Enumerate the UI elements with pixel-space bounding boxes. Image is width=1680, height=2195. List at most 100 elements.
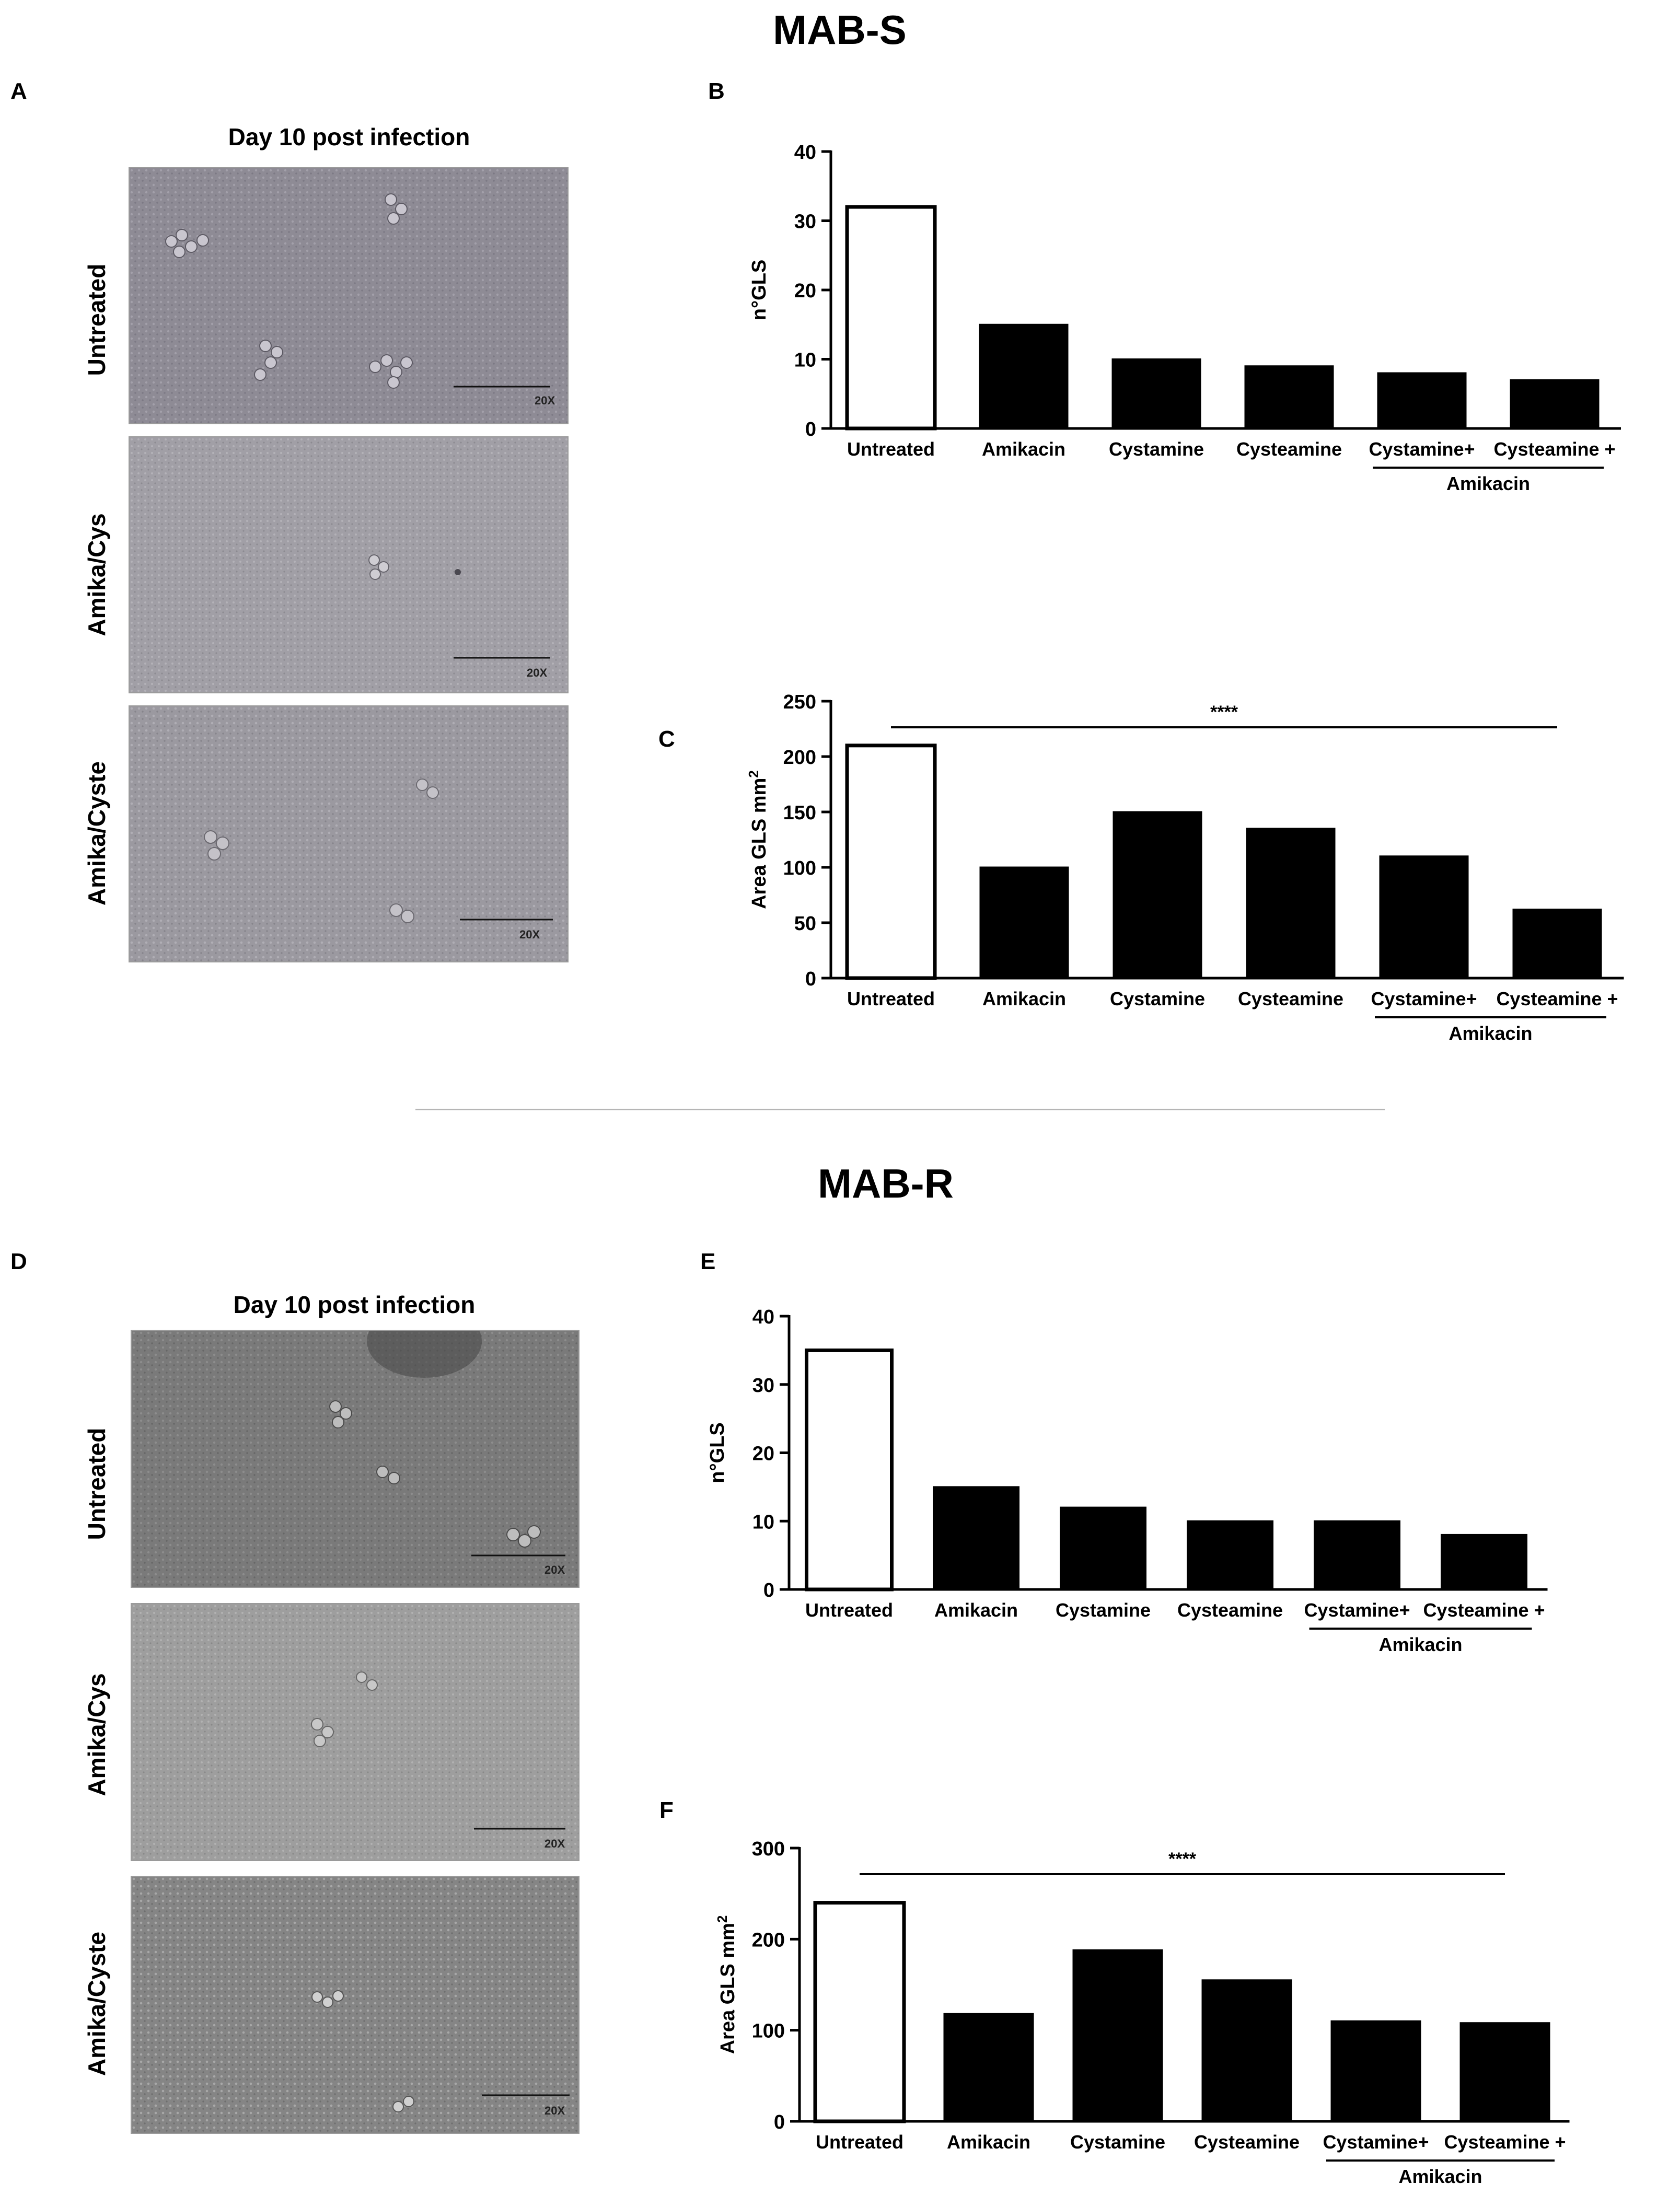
y-tick-label: 100	[783, 857, 816, 879]
chart-f-gls-area: 0 100 200 300 Area GLS mm2 Untreated Amikacin C…	[714, 1838, 1570, 2187]
row-label-amika-cys-a: Amika/Cys	[83, 513, 110, 636]
x-tick-label: Untreated	[847, 438, 935, 460]
bar-b-2	[1111, 358, 1201, 429]
group-label: Amikacin	[1449, 1023, 1532, 1044]
micrograph-untreated-a: 20X	[129, 167, 569, 424]
scale-bar-label: 20X	[527, 666, 548, 679]
bar-b-3	[1244, 365, 1334, 429]
x-tick-label: Cysteamine +	[1444, 2131, 1566, 2153]
bar-e-0	[805, 1348, 894, 1592]
micrograph-texture	[130, 437, 567, 692]
bar-e-5	[1441, 1534, 1527, 1590]
x-tick-label: Cystamine	[1056, 1599, 1151, 1621]
y-tick-label: 0	[805, 419, 816, 440]
y-tick-label: 250	[783, 691, 816, 713]
micrograph-texture	[132, 1331, 578, 1587]
bar-e-3	[1187, 1520, 1273, 1590]
section-title-mab-s: MAB-S	[773, 7, 907, 53]
bar-f-2	[1072, 1949, 1163, 2122]
y-tick-label: 50	[794, 913, 816, 935]
x-tick-label: Amikacin	[934, 1599, 1018, 1621]
x-tick-label: Untreated	[816, 2131, 903, 2153]
y-axis-label: Area GLS mm2	[746, 770, 770, 909]
bar-c-2	[1113, 811, 1202, 979]
scale-bar-label: 20X	[544, 2104, 565, 2117]
x-tick-label: Cysteamine +	[1423, 1599, 1545, 1621]
panel-label-d: D	[10, 1249, 27, 1274]
bar-e-2	[1060, 1506, 1146, 1590]
bar-e-4	[1314, 1520, 1400, 1590]
y-tick-label: 0	[805, 968, 816, 990]
y-tick-label: 0	[774, 2111, 785, 2133]
y-tick-label: 200	[752, 1929, 785, 1951]
bar-f-5	[1459, 2022, 1550, 2122]
y-tick-label: 40	[752, 1306, 774, 1328]
significance-label: ****	[1168, 1849, 1197, 1869]
bar-c-0	[845, 744, 937, 980]
bar-c-3	[1246, 828, 1336, 979]
y-tick-label: 20	[752, 1443, 774, 1465]
micrograph-amika-cys-d: 20X	[131, 1603, 580, 1861]
scale-bar-label: 20X	[544, 1563, 565, 1576]
group-label: Amikacin	[1378, 1634, 1462, 1655]
micrograph-amika-cys-a: 20X	[129, 436, 569, 693]
group-label: Amikacin	[1446, 473, 1530, 494]
y-axis-label: n°GLS	[748, 260, 770, 321]
micrograph-texture	[130, 168, 567, 423]
x-tick-label: Untreated	[847, 988, 935, 1009]
bar-c-4	[1379, 855, 1469, 979]
micrograph-texture	[130, 706, 567, 961]
x-tick-label: Cystamine+	[1323, 2131, 1429, 2153]
micrograph-title-d: Day 10 post infection	[233, 1291, 476, 1318]
y-axis-label: Area GLS mm2	[714, 1915, 739, 2054]
bar-f-0	[813, 1901, 906, 2123]
bar-b-4	[1377, 372, 1467, 429]
y-tick-label: 100	[752, 2020, 785, 2042]
row-label-amika-cys-d: Amika/Cys	[83, 1673, 110, 1796]
row-label-amika-cyste-d: Amika/Cyste	[83, 1931, 110, 2076]
x-tick-label: Cysteamine	[1177, 1599, 1283, 1621]
significance-label: ****	[1210, 702, 1238, 722]
scale-bar-label: 20X	[519, 928, 540, 941]
x-tick-label: Amikacin	[982, 988, 1066, 1009]
y-tick-label: 200	[783, 747, 816, 769]
section-divider	[415, 1109, 1385, 1110]
y-tick-label: 0	[763, 1580, 774, 1601]
chart-e-gls-count: 0 10 20 30 40 n°GLS Untreated Amikacin Cystamine…	[706, 1306, 1548, 1655]
micrograph-texture	[132, 1604, 578, 1860]
y-tick-label: 10	[794, 350, 816, 371]
chart-b-gls-count: 0 10 20 30 40 n°GLS Untreated Amikacin Cystamine…	[748, 142, 1621, 494]
panel-label-a: A	[10, 78, 27, 104]
bar-c-5	[1512, 909, 1602, 979]
micrograph-amika-cyste-d: 20X	[131, 1876, 580, 2134]
panel-label-f: F	[659, 1797, 674, 1823]
bar-b-1	[979, 323, 1069, 429]
section-title-mab-r: MAB-R	[818, 1160, 954, 1206]
y-tick-label: 30	[752, 1375, 774, 1397]
x-tick-label: Cysteamine	[1238, 988, 1343, 1009]
y-tick-label: 300	[752, 1838, 785, 1860]
micrograph-untreated-d: 20X	[131, 1330, 580, 1588]
x-tick-label: Untreated	[805, 1599, 893, 1621]
y-axis-label: n°GLS	[706, 1422, 728, 1483]
y-tick-label: 40	[794, 142, 816, 164]
chart-c-gls-area: 0 50 100 150 200 250 Area GLS mm2 Untreated Amik…	[746, 691, 1624, 1044]
panel-label-c: C	[658, 726, 675, 752]
bar-f-1	[943, 2013, 1034, 2122]
x-tick-label: Cysteamine +	[1493, 438, 1615, 460]
row-label-untreated-a: Untreated	[83, 263, 110, 376]
x-tick-label: Cystamine+	[1304, 1599, 1410, 1621]
group-label: Amikacin	[1398, 2166, 1482, 2187]
y-tick-label: 10	[752, 1511, 774, 1533]
x-tick-label: Cystamine	[1109, 438, 1204, 460]
x-tick-label: Amikacin	[982, 438, 1065, 460]
x-tick-label: Cystamine+	[1369, 438, 1475, 460]
bar-b-5	[1510, 379, 1600, 429]
bar-e-1	[933, 1486, 1019, 1590]
row-label-untreated-d: Untreated	[83, 1427, 110, 1540]
micrograph-title-a: Day 10 post infection	[228, 123, 470, 150]
bar-f-3	[1201, 1979, 1292, 2122]
x-tick-label: Cystamine	[1110, 988, 1205, 1009]
row-label-amika-cyste-a: Amika/Cyste	[83, 761, 110, 906]
panel-label-e: E	[700, 1249, 716, 1274]
